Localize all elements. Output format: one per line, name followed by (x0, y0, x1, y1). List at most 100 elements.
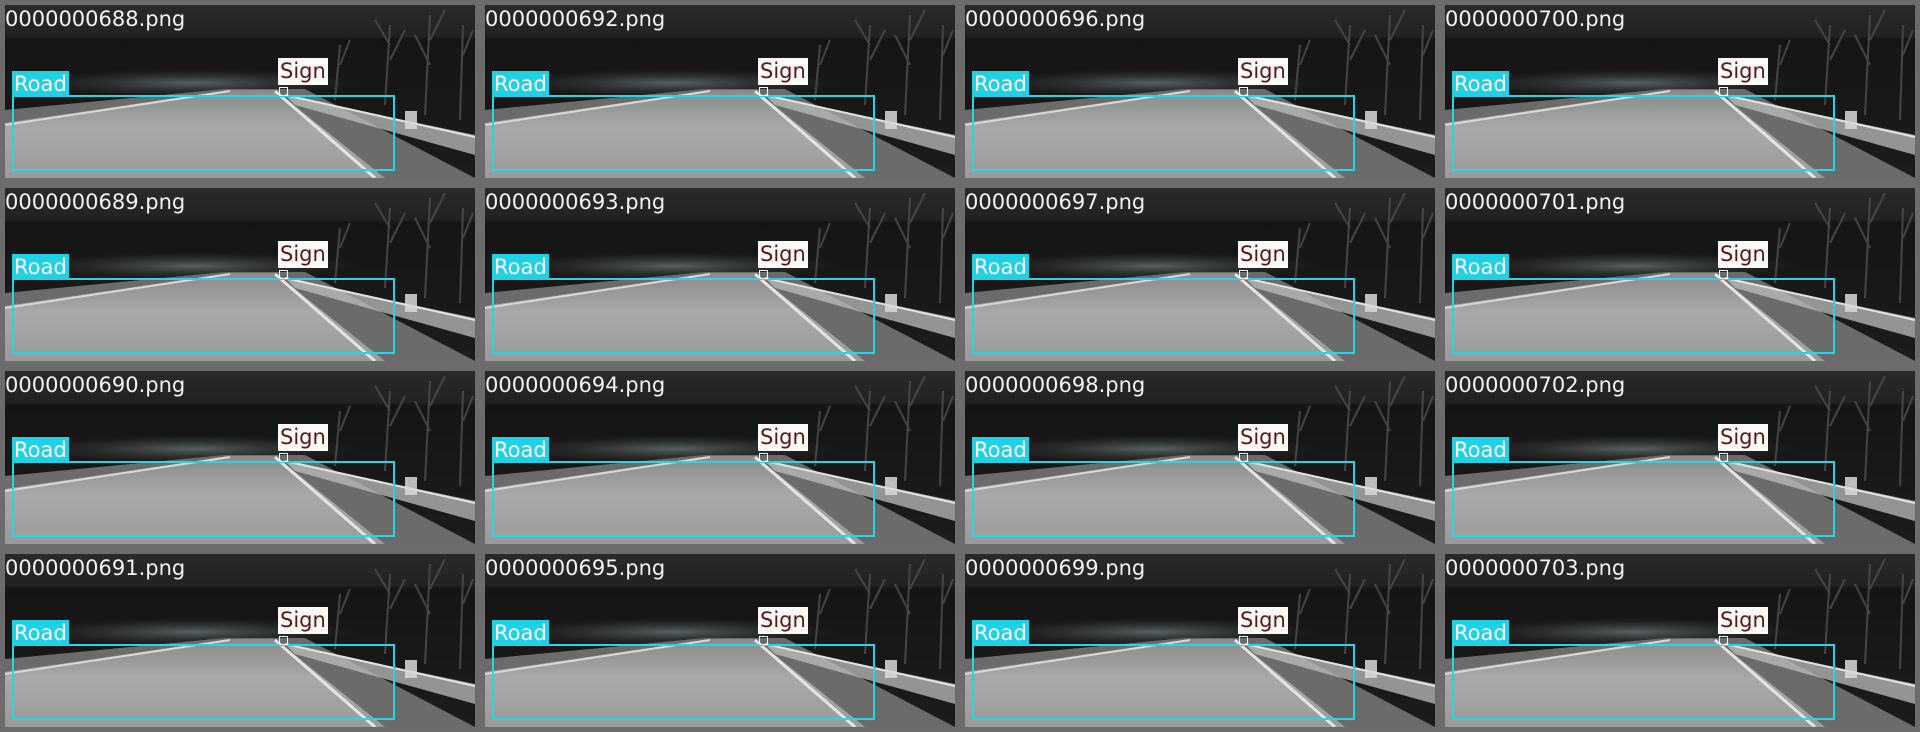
road-bounding-box (492, 95, 875, 171)
road-label: Road (1452, 437, 1509, 463)
sign-bounding-box (1239, 453, 1248, 462)
night-road-photo (5, 5, 475, 178)
sign-bounding-box (1719, 453, 1728, 462)
road-label: Road (972, 620, 1029, 646)
road-bounding-box (1452, 461, 1835, 537)
sign-bounding-box (1239, 636, 1248, 645)
image-tile: Road Sign 0000000695.png (480, 549, 960, 732)
sign-label: Sign (278, 58, 328, 85)
night-road-photo (5, 188, 475, 361)
night-road-photo (1445, 5, 1915, 178)
sign-bounding-box (1719, 270, 1728, 279)
sign-label: Sign (278, 607, 328, 634)
sign-label: Sign (1718, 424, 1768, 451)
image-filename: 0000000695.png (485, 556, 666, 580)
night-road-photo (485, 5, 955, 178)
sign-bounding-box (1239, 87, 1248, 96)
road-label: Road (12, 620, 69, 646)
road-label: Road (492, 254, 549, 280)
road-label: Road (972, 437, 1029, 463)
image-tile: Road Sign 0000000703.png (1440, 549, 1920, 732)
road-bounding-box (12, 278, 395, 354)
image-tile: Road Sign 0000000689.png (0, 183, 480, 366)
road-bounding-box (1452, 95, 1835, 171)
image-tile: Road Sign 0000000693.png (480, 183, 960, 366)
image-filename: 0000000702.png (1445, 373, 1626, 397)
image-filename: 0000000694.png (485, 373, 666, 397)
image-tile: Road Sign 0000000702.png (1440, 366, 1920, 549)
image-filename: 0000000696.png (965, 7, 1146, 31)
image-filename: 0000000688.png (5, 7, 186, 31)
sign-bounding-box (759, 636, 768, 645)
road-label: Road (972, 254, 1029, 280)
image-filename: 0000000691.png (5, 556, 186, 580)
image-filename: 0000000692.png (485, 7, 666, 31)
road-bounding-box (1452, 278, 1835, 354)
night-road-photo (1445, 188, 1915, 361)
road-label: Road (1452, 71, 1509, 97)
image-tile: Road Sign 0000000696.png (960, 0, 1440, 183)
sign-label: Sign (278, 241, 328, 268)
road-bounding-box (12, 644, 395, 720)
sign-label: Sign (758, 241, 808, 268)
sign-bounding-box (279, 87, 288, 96)
night-road-photo (1445, 554, 1915, 727)
night-road-photo (5, 371, 475, 544)
road-bounding-box (12, 95, 395, 171)
image-tile: Road Sign 0000000691.png (0, 549, 480, 732)
road-bounding-box (972, 278, 1355, 354)
road-bounding-box (492, 461, 875, 537)
sign-label: Sign (1718, 58, 1768, 85)
sign-bounding-box (1719, 636, 1728, 645)
night-road-photo (485, 188, 955, 361)
road-label: Road (12, 437, 69, 463)
road-label: Road (492, 437, 549, 463)
sign-label: Sign (1718, 607, 1768, 634)
road-bounding-box (492, 644, 875, 720)
road-label: Road (492, 71, 549, 97)
image-filename: 0000000693.png (485, 190, 666, 214)
sign-label: Sign (1238, 424, 1288, 451)
image-filename: 0000000690.png (5, 373, 186, 397)
sign-label: Sign (278, 424, 328, 451)
night-road-photo (965, 554, 1435, 727)
road-bounding-box (1452, 644, 1835, 720)
night-road-photo (485, 371, 955, 544)
road-label: Road (1452, 620, 1509, 646)
night-road-photo (965, 188, 1435, 361)
sign-bounding-box (759, 453, 768, 462)
sign-bounding-box (1239, 270, 1248, 279)
image-tile: Road Sign 0000000697.png (960, 183, 1440, 366)
image-filename: 0000000703.png (1445, 556, 1626, 580)
sign-bounding-box (279, 270, 288, 279)
road-bounding-box (972, 644, 1355, 720)
road-bounding-box (972, 461, 1355, 537)
road-bounding-box (492, 278, 875, 354)
road-label: Road (12, 254, 69, 280)
sign-label: Sign (1238, 58, 1288, 85)
night-road-photo (965, 5, 1435, 178)
image-filename: 0000000700.png (1445, 7, 1626, 31)
image-tile: Road Sign 0000000692.png (480, 0, 960, 183)
night-road-photo (1445, 371, 1915, 544)
image-tile: Road Sign 0000000694.png (480, 366, 960, 549)
sign-bounding-box (279, 636, 288, 645)
sign-label: Sign (1238, 241, 1288, 268)
night-road-photo (5, 554, 475, 727)
sign-bounding-box (279, 453, 288, 462)
sign-bounding-box (759, 270, 768, 279)
image-filename: 0000000689.png (5, 190, 186, 214)
road-bounding-box (12, 461, 395, 537)
image-tile: Road Sign 0000000690.png (0, 366, 480, 549)
image-filename: 0000000697.png (965, 190, 1146, 214)
sign-label: Sign (1238, 607, 1288, 634)
sign-bounding-box (1719, 87, 1728, 96)
road-label: Road (12, 71, 69, 97)
night-road-photo (485, 554, 955, 727)
image-filename: 0000000698.png (965, 373, 1146, 397)
sign-label: Sign (758, 607, 808, 634)
image-tile: Road Sign 0000000700.png (1440, 0, 1920, 183)
image-filename: 0000000699.png (965, 556, 1146, 580)
sign-label: Sign (758, 58, 808, 85)
